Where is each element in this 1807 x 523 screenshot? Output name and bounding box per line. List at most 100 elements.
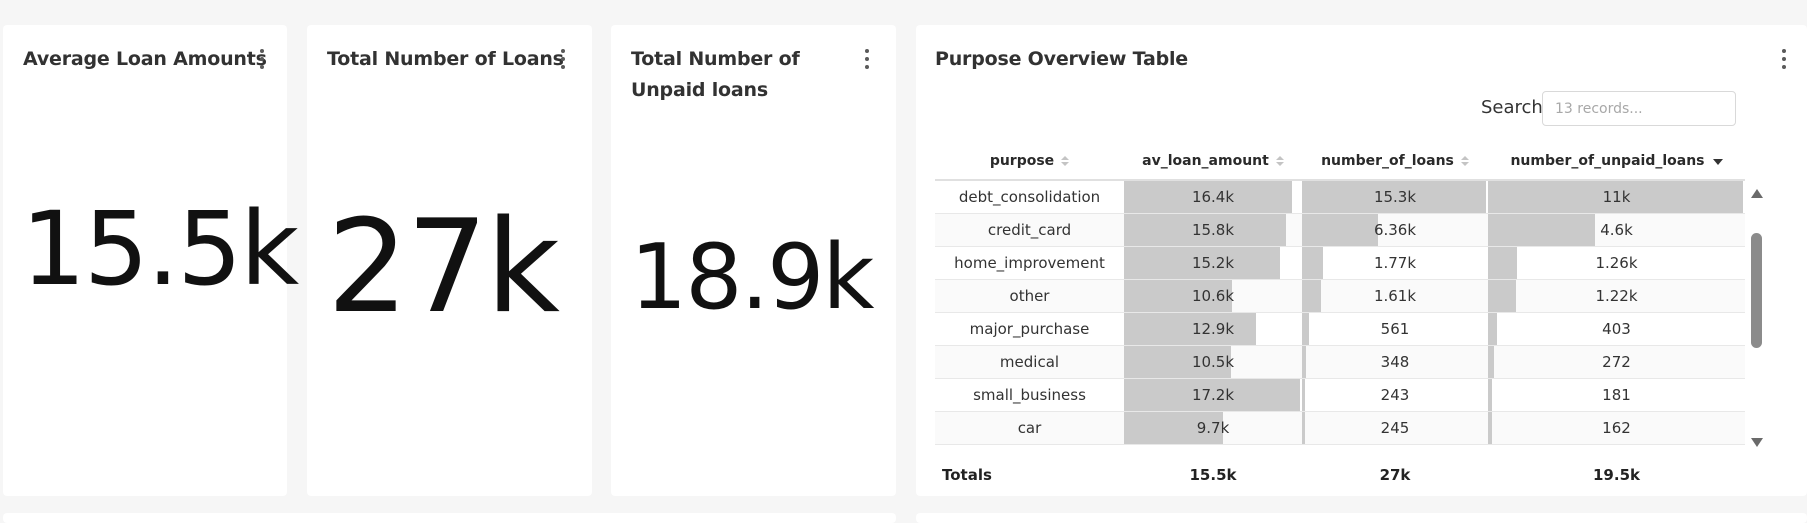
table-row[interactable]: debt_consolidation 16.4k 15.3k 11k (935, 181, 1745, 214)
cell-value: 245 (1380, 419, 1410, 437)
cell-bar (1488, 181, 1743, 213)
cell-bar (1302, 280, 1322, 312)
cell-bar (1302, 346, 1307, 378)
cell-av-loan-amount: 16.4k (1124, 181, 1302, 213)
cell-bar (1302, 181, 1486, 213)
cell-number-of-unpaid-loans: 162 (1488, 412, 1745, 444)
scroll-down-arrow-icon[interactable] (1751, 438, 1763, 447)
cell-av-loan-amount: 10.6k (1124, 280, 1302, 312)
table-body[interactable]: debt_consolidation 16.4k 15.3k 11k credit_ca… (935, 181, 1745, 458)
cell-value: 15.8k (1191, 221, 1235, 239)
totals-number-of-unpaid-loans: 19.5k (1593, 466, 1640, 484)
cell-purpose: car (1017, 419, 1042, 437)
cell-av-loan-amount: 10.5k (1124, 346, 1302, 378)
cell-number-of-unpaid-loans: 4.6k (1488, 214, 1745, 246)
cell-value: 17.2k (1191, 386, 1235, 404)
card-title: Total Number of Unpaid loans (631, 44, 800, 106)
table-row[interactable]: car 9.7k 245 162 (935, 412, 1745, 445)
card-title-line-1: Total Number of (631, 48, 800, 70)
more-options-icon[interactable] (864, 49, 870, 69)
cell-av-loan-amount: 12.9k (1124, 313, 1302, 345)
column-header-av-loan-amount[interactable]: av_loan_amount (1124, 143, 1302, 179)
cell-bar (1302, 247, 1324, 279)
table-scrollbar[interactable] (1749, 181, 1763, 456)
totals-number-of-loans: 27k (1379, 466, 1411, 484)
search-input[interactable] (1542, 91, 1736, 126)
cell-value: 1.22k (1595, 287, 1638, 305)
cell-number-of-loans: 6.36k (1302, 214, 1488, 246)
column-header-number-of-unpaid-loans[interactable]: number_of_unpaid_loans (1488, 143, 1745, 179)
sort-icon (1460, 156, 1469, 166)
cell-purpose: medical (999, 353, 1060, 371)
cell-value: 272 (1602, 353, 1631, 371)
more-options-icon[interactable] (560, 49, 566, 69)
card-title: Purpose Overview Table (935, 48, 1188, 70)
cell-bar (1488, 412, 1492, 444)
cell-bar (1124, 346, 1232, 378)
scroll-thumb[interactable] (1751, 233, 1762, 348)
cell-value: 9.7k (1196, 419, 1230, 437)
table-row[interactable]: small_business 17.2k 243 181 (935, 379, 1745, 412)
cell-bar (1302, 379, 1305, 411)
cell-value: 1.61k (1373, 287, 1417, 305)
scroll-up-arrow-icon[interactable] (1751, 189, 1763, 198)
metric-value: 15.5k (21, 190, 299, 309)
cell-number-of-unpaid-loans: 11k (1488, 181, 1745, 213)
cell-value: 11k (1602, 188, 1631, 206)
table-row[interactable]: other 10.6k 1.61k 1.22k (935, 280, 1745, 313)
cell-number-of-loans: 15.3k (1302, 181, 1488, 213)
table-row[interactable]: credit_card 15.8k 6.36k 4.6k (935, 214, 1745, 247)
more-options-icon[interactable] (1781, 49, 1787, 69)
cell-number-of-loans: 245 (1302, 412, 1488, 444)
card-purpose-overview-table: Purpose Overview Table Search purpose av… (916, 25, 1807, 496)
totals-label: Totals (942, 466, 992, 484)
cell-bar (1488, 247, 1518, 279)
cell-value: 243 (1380, 386, 1410, 404)
column-header-number-of-loans[interactable]: number_of_loans (1302, 143, 1488, 179)
metric-value: 27k (327, 193, 560, 342)
card-title: Average Loan Amounts (23, 48, 267, 70)
cell-value: 348 (1380, 353, 1410, 371)
cell-number-of-unpaid-loans: 403 (1488, 313, 1745, 345)
cell-bar (1124, 247, 1280, 279)
cell-number-of-loans: 243 (1302, 379, 1488, 411)
cell-number-of-unpaid-loans: 1.26k (1488, 247, 1745, 279)
cell-value: 1.26k (1595, 254, 1638, 272)
cell-number-of-unpaid-loans: 181 (1488, 379, 1745, 411)
cell-number-of-loans: 348 (1302, 346, 1488, 378)
sort-icon (1061, 156, 1070, 166)
cell-purpose: small_business (973, 386, 1086, 404)
cell-number-of-loans: 561 (1302, 313, 1488, 345)
cell-number-of-unpaid-loans: 1.22k (1488, 280, 1745, 312)
cell-bar (1124, 214, 1286, 246)
cell-value: 162 (1602, 419, 1631, 437)
column-header-label: av_loan_amount (1142, 153, 1269, 169)
table-row[interactable]: medical 10.5k 348 272 (935, 346, 1745, 379)
table-row[interactable]: major_purchase 12.9k 561 403 (935, 313, 1745, 346)
cell-value: 16.4k (1191, 188, 1235, 206)
cell-av-loan-amount: 9.7k (1124, 412, 1302, 444)
cell-value: 6.36k (1373, 221, 1417, 239)
cell-value: 15.2k (1191, 254, 1235, 272)
cell-purpose: credit_card (987, 221, 1072, 239)
cell-bar (1302, 412, 1305, 444)
cell-bar (1124, 280, 1233, 312)
next-row-card-left (3, 513, 896, 523)
more-options-icon[interactable] (259, 49, 265, 69)
cell-bar (1488, 379, 1493, 411)
cell-bar (1488, 280, 1517, 312)
cell-value: 4.6k (1600, 221, 1633, 239)
cell-purpose: home_improvement (954, 254, 1105, 272)
column-header-label: number_of_loans (1321, 153, 1454, 169)
card-total-number-of-unpaid-loans: Total Number of Unpaid loans 18.9k (611, 25, 896, 496)
totals-row: Totals 15.5k 27k 19.5k (935, 458, 1745, 492)
table-row[interactable]: home_improvement 15.2k 1.77k 1.26k (935, 247, 1745, 280)
cell-value: 15.3k (1373, 188, 1417, 206)
search-label: Search (1481, 97, 1543, 118)
cell-purpose: major_purchase (969, 320, 1090, 338)
column-header-purpose[interactable]: purpose (935, 143, 1124, 179)
metric-value: 18.9k (630, 225, 875, 330)
cell-bar (1124, 313, 1256, 345)
cell-value: 561 (1380, 320, 1410, 338)
cell-number-of-loans: 1.61k (1302, 280, 1488, 312)
